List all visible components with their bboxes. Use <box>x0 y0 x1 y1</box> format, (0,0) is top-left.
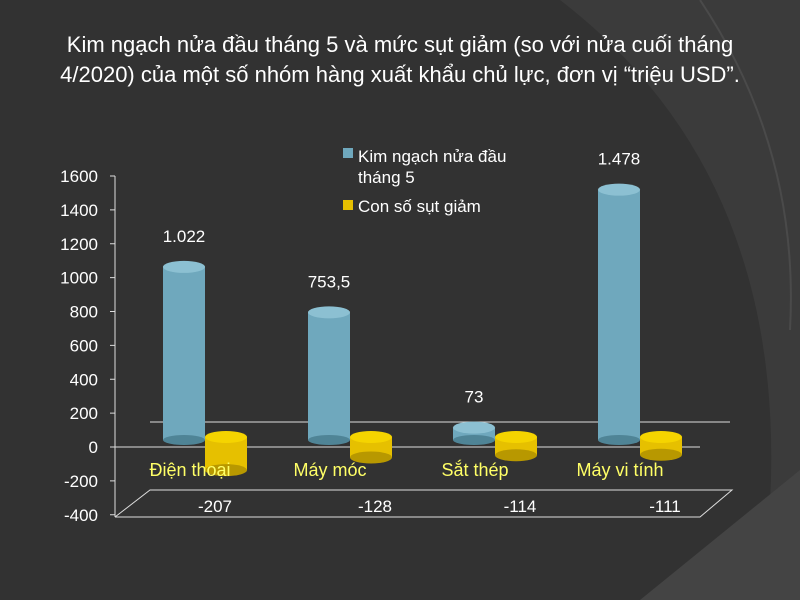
data-label-series-2: -207 <box>198 497 232 516</box>
x-category-label: Máy móc <box>293 460 366 480</box>
y-axis: 1600 1400 1200 1000 800 600 400 200 0 -200 -400 <box>60 167 116 525</box>
data-label-series-2: -128 <box>358 497 392 516</box>
x-category-label: Điện thoại <box>149 460 230 480</box>
bar-series-1 <box>598 183 640 445</box>
legend-swatch-series-2 <box>343 200 353 210</box>
y-tick-label: 0 <box>89 438 98 457</box>
y-tick-label: 200 <box>70 404 98 423</box>
y-tick-label: 1200 <box>60 235 98 254</box>
chart-title: Kim ngạch nửa đầu tháng 5 và mức sụt giả… <box>20 30 780 90</box>
data-label-series-1: 753,5 <box>308 272 351 291</box>
data-label-series-2: -114 <box>504 497 537 516</box>
bar-series-1 <box>308 306 350 445</box>
y-tick-label: 400 <box>70 370 98 389</box>
y-tick-label: -200 <box>64 472 98 491</box>
y-tick-label: 800 <box>70 303 98 322</box>
legend-swatch-series-1 <box>343 148 353 158</box>
data-label-series-1: 1.022 <box>163 227 206 246</box>
y-tick-label: -400 <box>64 506 98 525</box>
data-label-series-1: 1.478 <box>598 150 641 169</box>
bar-series-1 <box>163 260 205 445</box>
legend: Kim ngạch nửa đầu tháng 5 Con số sụt giả… <box>343 147 506 216</box>
bar-series-2 <box>640 431 682 461</box>
data-label-series-2: -111 <box>649 497 681 516</box>
bar-series-2 <box>205 431 247 477</box>
legend-label-series-2: Con số sụt giảm <box>358 197 481 216</box>
y-tick-label: 600 <box>70 336 98 355</box>
bar-series-2 <box>350 431 392 464</box>
bar-series-2 <box>495 431 537 462</box>
legend-label-series-1-line-2: tháng 5 <box>358 168 415 187</box>
y-tick-label: 1400 <box>60 201 98 220</box>
y-tick-label: 1600 <box>60 167 98 186</box>
x-category-label: Máy vi tính <box>576 460 663 480</box>
x-category-label: Sắt thép <box>441 459 508 480</box>
legend-label-series-1-line-1: Kim ngạch nửa đầu <box>358 147 506 166</box>
chart-title-line-1: Kim ngạch nửa đầu tháng 5 và mức sụt giả… <box>66 32 734 57</box>
y-tick-label: 1000 <box>60 269 98 288</box>
data-label-series-1: 73 <box>465 388 484 407</box>
bar-series-1 <box>453 421 495 445</box>
chart-title-line-2: 4/2020) của một số nhóm hàng xuất khẩu c… <box>60 62 740 87</box>
